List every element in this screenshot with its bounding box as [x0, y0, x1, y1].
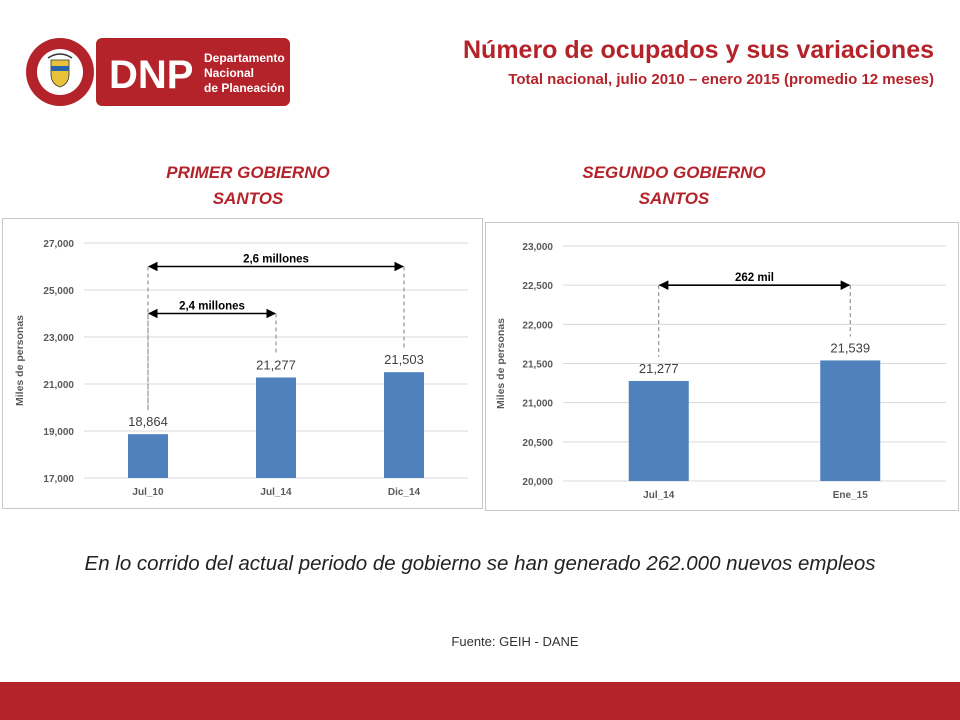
- bar-Jul_14: [628, 380, 689, 481]
- chart-second-government: 20,000 20,500 21,000 21,500 22,000 22,500 23,0…: [495, 242, 946, 501]
- left-heading-line1: PRIMER GOBIERNO: [166, 163, 330, 182]
- y-tick-label: 22,000: [522, 320, 553, 331]
- bar-Dic_14: [384, 372, 424, 478]
- key-statement: En lo corrido del actual periodo de gobi…: [84, 552, 876, 575]
- x-tick-label: Jul_14: [643, 490, 675, 501]
- right-heading-line1: SEGUNDO GOBIERNO: [582, 163, 766, 182]
- y-tick-label: 20,000: [522, 477, 553, 488]
- footer-bar: [0, 682, 960, 720]
- slide-subtitle: Total nacional, julio 2010 – enero 2015 …: [508, 71, 934, 88]
- chart-first-government: 17,000 19,000 21,000 23,000 25,000 27,000 Mile…: [14, 239, 468, 498]
- slide-title-block: Número de ocupados y sus variaciones Tot…: [463, 36, 934, 88]
- dnp-logo: DNP Departamento Nacional de Planeación: [24, 36, 292, 108]
- x-tick-label: Dic_14: [388, 487, 421, 498]
- chart-panel-first-government: 17,000 19,000 21,000 23,000 25,000 27,000 Mile…: [2, 218, 483, 509]
- logo-name-line1: Departamento: [204, 51, 285, 65]
- y-tick-label: 21,500: [522, 360, 553, 371]
- data-label: 21,539: [830, 340, 870, 355]
- annotation-label: 2,6 millones: [243, 254, 309, 266]
- x-tick-label: Jul_14: [260, 487, 292, 498]
- x-tick-label: Ene_15: [833, 490, 868, 501]
- source-note: Fuente: GEIH - DANE: [451, 634, 579, 649]
- logo-name-line3: de Planeación: [204, 81, 285, 95]
- data-label: 21,277: [639, 361, 679, 376]
- left-section-heading: PRIMER GOBIERNO SANTOS: [128, 160, 368, 212]
- y-tick-label: 19,000: [43, 427, 74, 438]
- y-tick-label: 22,500: [522, 281, 553, 292]
- data-label: 18,864: [128, 414, 168, 429]
- annotation-label: 262 mil: [735, 272, 774, 284]
- data-label: 21,277: [256, 357, 296, 372]
- bar-Jul_10: [128, 434, 168, 478]
- y-axis-title: Miles de personas: [495, 318, 507, 409]
- y-tick-label: 17,000: [43, 474, 74, 485]
- bar-Ene_15: [820, 360, 881, 481]
- logo-acronym: DNP: [109, 53, 193, 97]
- right-section-heading: SEGUNDO GOBIERNO SANTOS: [554, 160, 794, 212]
- x-tick-label: Jul_10: [132, 487, 164, 498]
- logo-name-line2: Nacional: [204, 66, 254, 80]
- y-tick-label: 21,000: [522, 399, 553, 410]
- right-heading-line2: SANTOS: [638, 189, 710, 208]
- left-heading-line2: SANTOS: [212, 189, 284, 208]
- annotation-label: 2,4 millones: [179, 301, 245, 313]
- data-label: 21,503: [384, 352, 424, 367]
- y-tick-label: 20,500: [522, 438, 553, 449]
- y-tick-label: 23,000: [522, 242, 553, 253]
- y-tick-label: 21,000: [43, 380, 74, 391]
- y-axis-title: Miles de personas: [14, 315, 26, 406]
- y-tick-label: 27,000: [43, 239, 74, 250]
- y-tick-label: 23,000: [43, 333, 74, 344]
- slide-title: Número de ocupados y sus variaciones: [463, 36, 934, 64]
- y-tick-label: 25,000: [43, 286, 74, 297]
- chart-panel-second-government: 20,000 20,500 21,000 21,500 22,000 22,500 23,0…: [485, 222, 959, 511]
- bar-Jul_14: [256, 377, 296, 478]
